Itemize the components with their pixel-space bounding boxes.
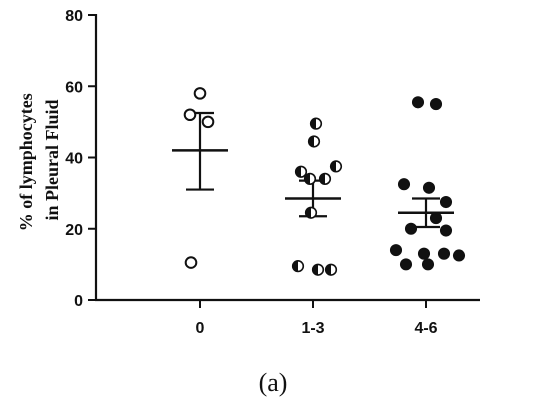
x-tick-label: 0: [196, 320, 205, 337]
data-point: [399, 258, 413, 271]
data-point: [397, 178, 411, 191]
data-point: [304, 206, 318, 219]
group-0: [172, 87, 228, 269]
data-point: [329, 160, 343, 173]
x-tick-label: 4-6: [414, 320, 437, 337]
data-marks: [172, 87, 466, 276]
data-point: [429, 212, 443, 225]
data-point: [311, 263, 325, 276]
data-point: [439, 195, 453, 209]
axes: 0 20 40 60 80: [65, 8, 480, 310]
point-half-fill: [325, 264, 331, 276]
data-point: [294, 165, 308, 178]
y-tick-label: 40: [65, 151, 83, 168]
point-half-fill: [295, 166, 301, 178]
data-point: [404, 222, 418, 235]
data-point: [291, 260, 305, 273]
data-point: [183, 108, 197, 122]
y-axis-label-line-2: in Pleural Fluid: [42, 99, 62, 220]
point-half-fill: [312, 264, 318, 276]
y-tick-label: 20: [65, 222, 83, 239]
data-point: [201, 115, 215, 129]
y-axis-label: % of lymphocytes in Pleural Fluid: [16, 89, 62, 232]
data-point: [303, 172, 317, 185]
group-1-3: [285, 117, 343, 276]
data-point: [437, 247, 451, 260]
data-point: [421, 258, 435, 271]
y-tick-label: 80: [65, 8, 83, 25]
point-half-fill: [319, 173, 325, 185]
data-point: [307, 135, 321, 148]
data-point: [417, 247, 431, 260]
data-point: [439, 224, 453, 237]
point-half-fill: [308, 136, 314, 147]
point-half-fill: [330, 161, 336, 172]
data-point: [184, 256, 198, 269]
y-tick-label: 0: [74, 293, 83, 310]
data-point: [422, 181, 436, 194]
y-axis-label-line-1: % of lymphocytes: [16, 93, 36, 231]
point-half-fill: [305, 207, 311, 219]
data-point: [324, 263, 338, 276]
data-point: [411, 96, 425, 109]
data-point: [452, 249, 466, 262]
point-half-fill: [292, 260, 298, 272]
data-point: [318, 172, 332, 185]
point-half-fill: [304, 173, 310, 185]
data-point: [193, 87, 207, 100]
x-tick-label: 1-3: [301, 320, 324, 337]
x-tick-labels: 0 1-3 4-6: [196, 320, 438, 337]
figure-caption: (a): [259, 368, 288, 397]
point-half-fill: [310, 118, 316, 129]
group-4-6: [389, 96, 466, 271]
data-point: [389, 244, 403, 257]
data-point: [429, 98, 443, 111]
data-point: [309, 117, 323, 130]
y-tick-label: 60: [65, 79, 83, 96]
